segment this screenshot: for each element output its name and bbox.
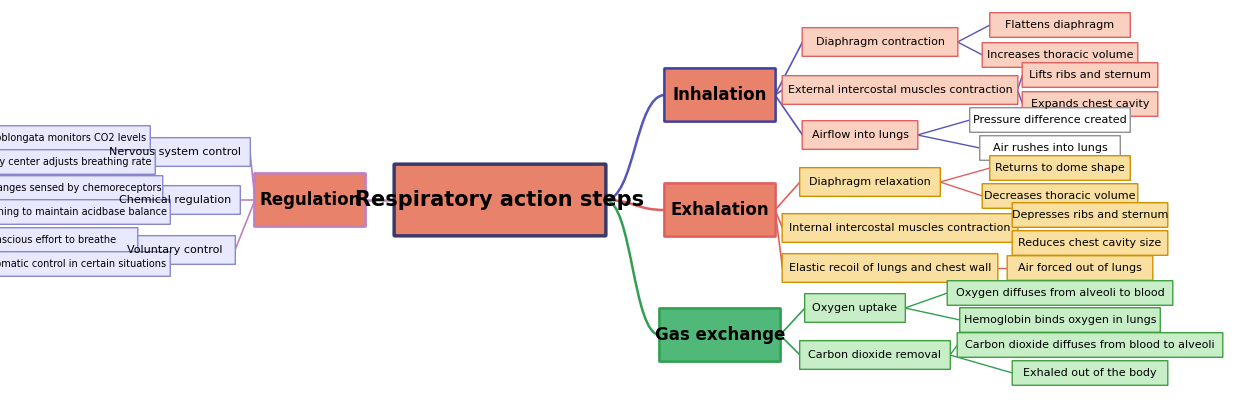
Text: Decreases thoracic volume: Decreases thoracic volume bbox=[985, 191, 1136, 201]
FancyBboxPatch shape bbox=[665, 183, 776, 237]
FancyBboxPatch shape bbox=[970, 108, 1131, 132]
FancyBboxPatch shape bbox=[990, 156, 1131, 180]
FancyBboxPatch shape bbox=[114, 236, 236, 264]
FancyBboxPatch shape bbox=[0, 176, 162, 200]
Text: Diaphragm relaxation: Diaphragm relaxation bbox=[810, 177, 931, 187]
Text: Carbon dioxide diffuses from blood to alveoli: Carbon dioxide diffuses from blood to al… bbox=[965, 340, 1215, 350]
Text: Diaphragm contraction: Diaphragm contraction bbox=[816, 37, 945, 47]
Text: Oxygen uptake: Oxygen uptake bbox=[812, 303, 898, 313]
Text: Gas exchange: Gas exchange bbox=[655, 326, 785, 344]
FancyBboxPatch shape bbox=[982, 43, 1138, 67]
FancyBboxPatch shape bbox=[782, 254, 998, 282]
FancyBboxPatch shape bbox=[947, 281, 1173, 305]
Text: Returns to dome shape: Returns to dome shape bbox=[996, 163, 1125, 173]
FancyBboxPatch shape bbox=[982, 184, 1138, 208]
Text: Chemical regulation: Chemical regulation bbox=[119, 195, 231, 205]
Text: Inhalation: Inhalation bbox=[673, 86, 768, 104]
Text: Conscious effort to breathe: Conscious effort to breathe bbox=[0, 235, 117, 245]
FancyBboxPatch shape bbox=[805, 294, 905, 322]
Text: External intercostal muscles contraction: External intercostal muscles contraction bbox=[787, 85, 1012, 95]
FancyBboxPatch shape bbox=[800, 341, 950, 369]
Text: Exhalation: Exhalation bbox=[671, 201, 769, 219]
FancyBboxPatch shape bbox=[109, 186, 241, 214]
FancyBboxPatch shape bbox=[660, 308, 781, 362]
Text: Respiratory action steps: Respiratory action steps bbox=[356, 190, 645, 210]
Text: Internal intercostal muscles contraction: Internal intercostal muscles contraction bbox=[789, 223, 1011, 233]
FancyBboxPatch shape bbox=[957, 333, 1223, 357]
FancyBboxPatch shape bbox=[1012, 231, 1168, 255]
FancyBboxPatch shape bbox=[1007, 256, 1153, 280]
FancyBboxPatch shape bbox=[1012, 361, 1168, 385]
Text: Carbon dioxide removal: Carbon dioxide removal bbox=[808, 350, 941, 360]
FancyBboxPatch shape bbox=[782, 76, 1018, 104]
Text: Oxygen diffuses from alveoli to blood: Oxygen diffuses from alveoli to blood bbox=[956, 288, 1164, 298]
Text: Flattens diaphragm: Flattens diaphragm bbox=[1006, 20, 1115, 30]
Text: Medulla oblongata monitors CO2 levels: Medulla oblongata monitors CO2 levels bbox=[0, 133, 146, 143]
Text: Airflow into lungs: Airflow into lungs bbox=[811, 130, 909, 140]
FancyBboxPatch shape bbox=[665, 68, 776, 122]
FancyBboxPatch shape bbox=[0, 200, 170, 224]
Text: Pressure difference created: Pressure difference created bbox=[973, 115, 1127, 125]
FancyBboxPatch shape bbox=[802, 28, 957, 56]
FancyBboxPatch shape bbox=[394, 164, 606, 236]
FancyBboxPatch shape bbox=[1022, 92, 1158, 116]
FancyBboxPatch shape bbox=[980, 136, 1120, 160]
FancyBboxPatch shape bbox=[990, 13, 1131, 37]
Text: Blood pH changes sensed by chemoreceptors: Blood pH changes sensed by chemoreceptor… bbox=[0, 183, 161, 193]
Text: Lifts ribs and sternum: Lifts ribs and sternum bbox=[1029, 70, 1151, 80]
FancyBboxPatch shape bbox=[960, 308, 1161, 332]
Text: Nervous system control: Nervous system control bbox=[109, 147, 241, 157]
Text: Expands chest cavity: Expands chest cavity bbox=[1030, 99, 1149, 109]
Text: Override automatic control in certain situations: Override automatic control in certain si… bbox=[0, 259, 166, 269]
FancyBboxPatch shape bbox=[0, 252, 170, 276]
FancyBboxPatch shape bbox=[800, 168, 940, 196]
Text: Increases thoracic volume: Increases thoracic volume bbox=[987, 50, 1133, 60]
Text: Depresses ribs and sternum: Depresses ribs and sternum bbox=[1012, 210, 1168, 220]
Text: Voluntary control: Voluntary control bbox=[128, 245, 223, 255]
Text: Air rushes into lungs: Air rushes into lungs bbox=[993, 143, 1107, 153]
FancyBboxPatch shape bbox=[1012, 203, 1168, 227]
Text: Air forced out of lungs: Air forced out of lungs bbox=[1018, 263, 1142, 273]
Text: Adjusts breathing to maintain acidbase balance: Adjusts breathing to maintain acidbase b… bbox=[0, 207, 167, 217]
FancyBboxPatch shape bbox=[0, 150, 155, 174]
FancyBboxPatch shape bbox=[99, 138, 250, 166]
Text: Respiratory center adjusts breathing rate: Respiratory center adjusts breathing rat… bbox=[0, 157, 151, 167]
Text: Regulation: Regulation bbox=[259, 191, 361, 209]
Text: Hemoglobin binds oxygen in lungs: Hemoglobin binds oxygen in lungs bbox=[963, 315, 1156, 325]
FancyBboxPatch shape bbox=[782, 214, 1018, 242]
Text: Exhaled out of the body: Exhaled out of the body bbox=[1023, 368, 1157, 378]
FancyBboxPatch shape bbox=[0, 228, 138, 252]
FancyBboxPatch shape bbox=[1022, 63, 1158, 87]
FancyBboxPatch shape bbox=[802, 121, 918, 149]
FancyBboxPatch shape bbox=[254, 173, 366, 227]
Text: Reduces chest cavity size: Reduces chest cavity size bbox=[1018, 238, 1162, 248]
Text: Elastic recoil of lungs and chest wall: Elastic recoil of lungs and chest wall bbox=[789, 263, 991, 273]
FancyBboxPatch shape bbox=[0, 126, 150, 150]
